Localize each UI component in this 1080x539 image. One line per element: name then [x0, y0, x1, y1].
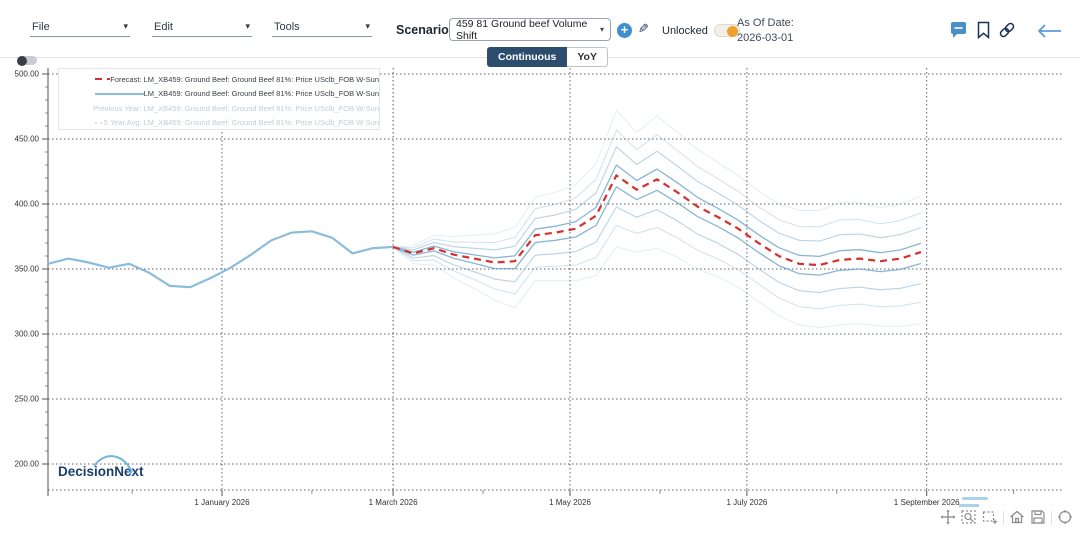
as-of-date-label: As Of Date:: [737, 17, 794, 29]
fan-lower-percentile-line: [392, 225, 921, 310]
view-mode-tabs: Continuous YoY: [487, 47, 608, 67]
legend-item-5yr-avg[interactable]: 5 Year Avg: LM_XB459: Ground Beef: Groun…: [65, 116, 379, 131]
x-tick-label: 1 January 2026: [194, 498, 250, 507]
chevron-down-icon: ▾: [123, 21, 128, 31]
range-scrollbar[interactable]: [962, 497, 988, 500]
edit-menu-label: Edit: [154, 21, 173, 33]
logo-decision: Decision: [58, 464, 114, 479]
mini-toggle-knob: [17, 55, 27, 66]
chevron-down-icon: ▾: [599, 25, 604, 34]
chevron-down-icon: ▾: [365, 21, 370, 31]
edit-menu[interactable]: Edit ▾: [152, 19, 252, 37]
save-icon[interactable]: [1030, 506, 1046, 530]
link-icon[interactable]: [998, 21, 1016, 39]
unlocked-toggle[interactable]: [714, 24, 740, 37]
back-arrow-icon[interactable]: [1036, 24, 1062, 38]
box-zoom-icon[interactable]: [959, 504, 979, 530]
bookmark-icon[interactable]: [976, 21, 991, 39]
tools-menu-label: Tools: [274, 21, 300, 33]
fan-lower-percentile-line: [392, 186, 922, 276]
comment-icon[interactable]: [950, 21, 969, 39]
tools-menu[interactable]: Tools ▾: [272, 19, 372, 37]
spikeline-icon[interactable]: [1057, 506, 1073, 530]
actual-price-line: [47, 230, 394, 289]
y-tick-label: 500.00: [15, 70, 40, 79]
toggle-knob: [727, 25, 738, 37]
legend-item-actual[interactable]: LM_XB459: Ground Beef: Ground Beef 81%: …: [65, 87, 379, 102]
tab-yoy[interactable]: YoY: [567, 47, 608, 67]
y-tick-label: 400.00: [15, 200, 40, 209]
fan-lower-percentile-line: [392, 246, 921, 328]
modebar-separator: [1051, 511, 1052, 525]
fan-upper-percentile-line: [392, 164, 922, 259]
legend-item-previous-year[interactable]: Previous Year: LM_XB459: Ground Beef: Gr…: [65, 101, 379, 116]
edit-scenario-button[interactable]: ✎: [638, 21, 649, 36]
fan-lower-percentile-line: [392, 206, 922, 294]
home-icon[interactable]: [1009, 506, 1025, 530]
file-menu[interactable]: File ▾: [30, 19, 130, 37]
fan-upper-percentile-line: [393, 109, 922, 248]
x-tick-label: 1 May 2026: [549, 498, 591, 507]
legend-item-forecast[interactable]: Forecast: LM_XB459: Ground Beef: Ground …: [65, 72, 379, 87]
x-tick-label: 1 March 2026: [369, 498, 418, 507]
add-scenario-button[interactable]: +: [617, 23, 632, 38]
header-icon-group: [950, 21, 1016, 39]
chart-modebar: [940, 504, 1073, 530]
chart-legend: Forecast: LM_XB459: Ground Beef: Ground …: [58, 68, 380, 130]
y-tick-label: 350.00: [15, 265, 40, 274]
y-tick-label: 450.00: [15, 135, 40, 144]
forecast-chart[interactable]: 500.00 450.00 400.00 350.00 300.00 250.00 200.…: [0, 55, 1080, 539]
legend-item-label: 5 Year Avg: LM_XB459: Ground Beef: Groun…: [103, 118, 379, 128]
legend-item-label: LM_XB459: Ground Beef: Ground Beef 81%: …: [143, 89, 379, 99]
select-region-icon[interactable]: [982, 506, 998, 530]
fan-upper-percentile-line: [393, 129, 922, 249]
scenario-select-value: 459 81 Ground beef Volume Shift: [456, 17, 588, 42]
active-tool-indicator: [959, 504, 979, 507]
fan-upper-percentile-line: [393, 146, 922, 251]
chevron-down-icon: ▾: [245, 21, 250, 31]
x-tick-label: 1 September 2026: [894, 498, 960, 507]
decisionnext-logo: DecisionNext: [56, 450, 176, 489]
y-tick-label: 300.00: [15, 330, 40, 339]
file-menu-label: File: [32, 21, 50, 33]
scenario-label: Scenario: [396, 23, 449, 37]
dotted-circle-icon: [95, 122, 104, 124]
pan-icon[interactable]: [940, 506, 956, 530]
x-tick-label: 1 July 2026: [726, 498, 767, 507]
y-tick-label: 200.00: [15, 460, 40, 469]
as-of-date: As Of Date: 2026-03-01: [737, 16, 794, 46]
chart-mini-toggle[interactable]: [17, 55, 37, 66]
red-dashed-line-icon: [95, 78, 111, 81]
forecast-median-line: [392, 174, 922, 267]
legend-item-label: Previous Year: LM_XB459: Ground Beef: Gr…: [93, 103, 379, 113]
as-of-date-value: 2026-03-01: [737, 32, 794, 44]
legend-item-label: Forecast: LM_XB459: Ground Beef: Ground …: [110, 74, 379, 84]
y-tick-label: 250.00: [15, 395, 40, 404]
dotted-triangle-icon: [65, 103, 93, 113]
blue-line-circle-icon: [95, 92, 144, 95]
scenario-select[interactable]: 459 81 Ground beef Volume Shift ▾: [449, 17, 611, 42]
forecast-chart-canvas[interactable]: 500.00 450.00 400.00 350.00 300.00 250.00 200.…: [0, 55, 1080, 539]
unlocked-label: Unlocked: [662, 25, 708, 37]
modebar-separator: [1003, 511, 1004, 525]
tab-continuous[interactable]: Continuous: [487, 47, 568, 67]
